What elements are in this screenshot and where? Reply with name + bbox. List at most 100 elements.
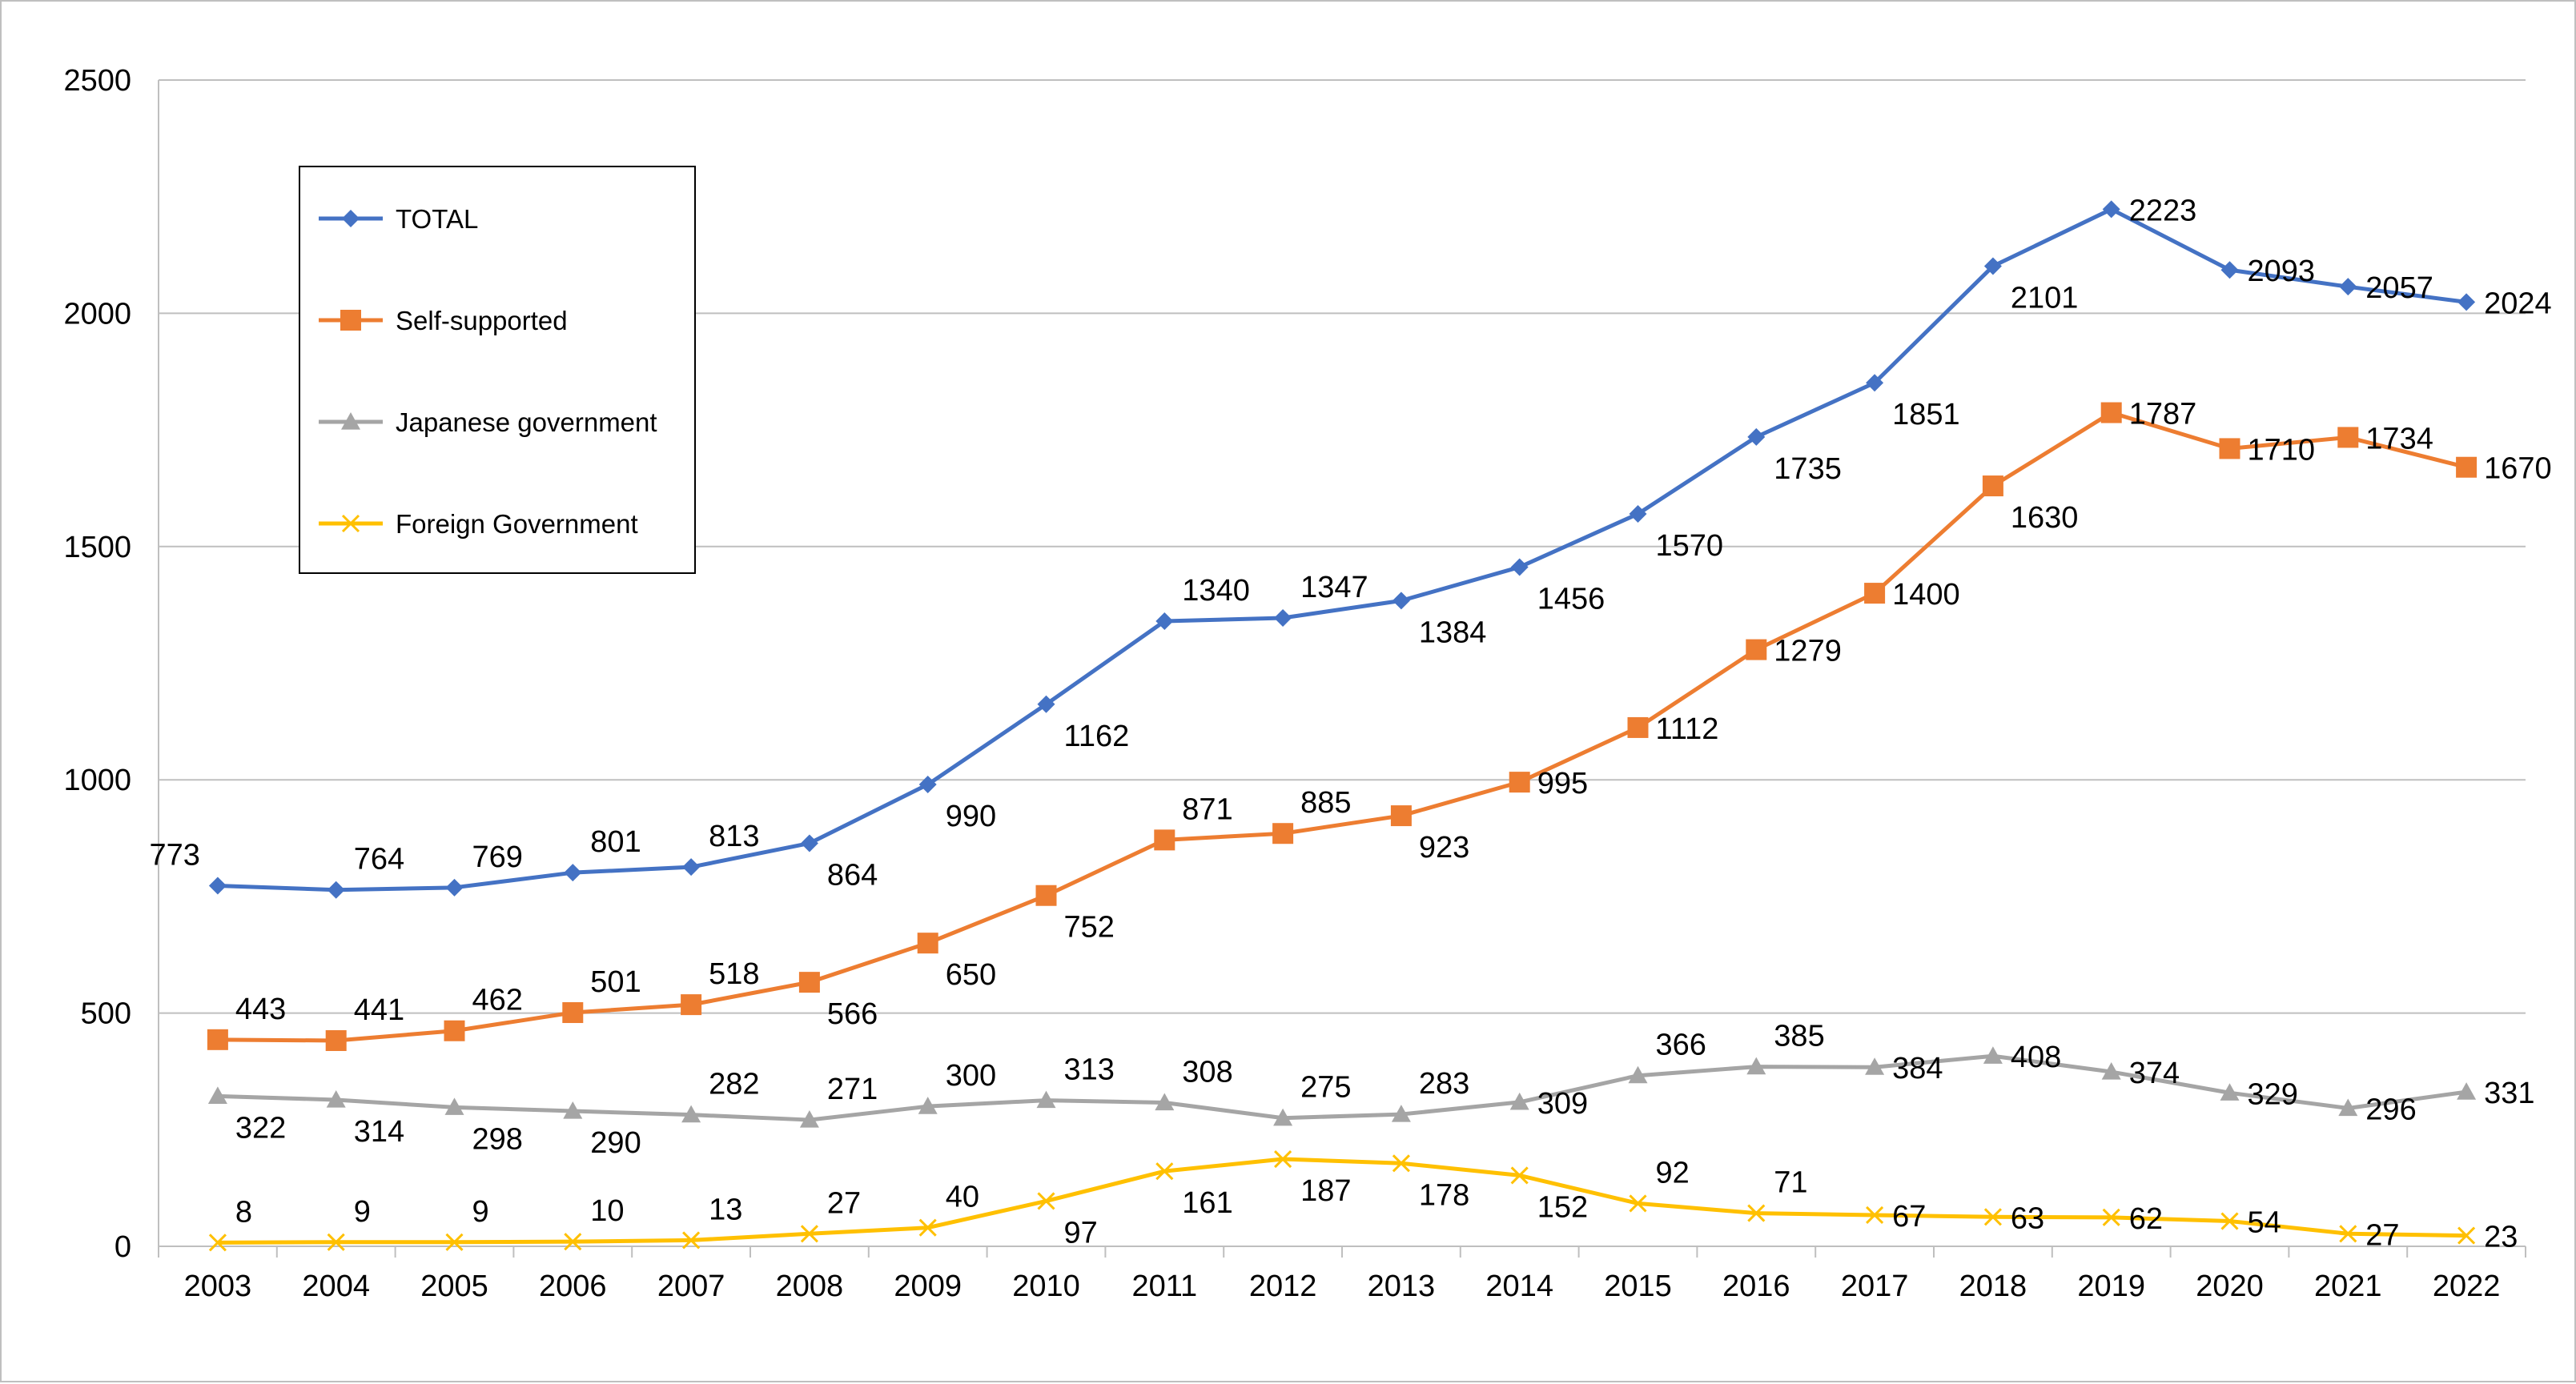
point-marker: [1865, 1057, 1885, 1075]
x-tick-label: 2003: [184, 1270, 252, 1303]
x-tick-label: 2011: [1131, 1270, 1197, 1303]
data-label: 885: [1300, 786, 1351, 820]
data-label: 518: [709, 957, 759, 991]
data-label: 566: [827, 997, 878, 1031]
x-tick-label: 2012: [1249, 1270, 1317, 1303]
data-label: 54: [2248, 1206, 2281, 1240]
point-marker: [1272, 823, 1294, 844]
marker-stroke: [1747, 1204, 1766, 1222]
data-label: 9: [472, 1195, 489, 1229]
axes: 0 500 1000 1500 2000 2500 2003 2004 2005 2006 2007…: [63, 64, 2526, 1303]
data-label: 1570: [1656, 529, 1724, 563]
point-marker: [1273, 1108, 1293, 1126]
point-marker: [1629, 505, 1647, 524]
data-label: 161: [1182, 1186, 1232, 1220]
point-marker: [1982, 475, 2003, 497]
point-marker: [918, 776, 937, 794]
marker-stroke: [341, 514, 360, 533]
marker-stroke: [2102, 1208, 2120, 1226]
marker-stroke: [2220, 1212, 2239, 1230]
data-label: 283: [1419, 1067, 1469, 1101]
data-label: 1710: [2248, 433, 2316, 467]
point-marker: [1155, 612, 1174, 631]
point-marker: [682, 858, 701, 877]
point-marker: [1392, 1154, 1410, 1173]
data-label: 871: [1182, 792, 1232, 826]
data-label: 97: [1064, 1216, 1098, 1250]
point-marker: [800, 1225, 818, 1243]
data-label: 385: [1774, 1020, 1824, 1053]
point-marker: [1746, 1057, 1766, 1075]
x-tick-label: 2005: [420, 1270, 488, 1303]
x-tick-label: 2019: [2077, 1270, 2145, 1303]
series-japanese-government: [207, 1046, 2477, 1128]
data-label: 1734: [2365, 422, 2433, 455]
x-tick-label: 2020: [2196, 1270, 2264, 1303]
data-label: 63: [2011, 1201, 2044, 1235]
point-marker: [445, 1233, 464, 1251]
series-lines: [207, 200, 2478, 1252]
data-label: 9: [354, 1195, 371, 1229]
point-marker: [207, 1029, 228, 1050]
point-marker: [563, 1101, 583, 1119]
point-marker: [2338, 1098, 2358, 1117]
x-tick-label: 2018: [1959, 1270, 2027, 1303]
point-marker: [1747, 1204, 1766, 1222]
point-marker: [1747, 427, 1766, 446]
series-line: [217, 411, 2467, 1043]
marker-stroke: [327, 1233, 345, 1251]
point-marker: [1391, 1105, 1411, 1122]
point-marker: [1866, 1205, 1884, 1225]
data-label: 864: [827, 858, 878, 892]
marker-stroke: [1510, 1166, 1529, 1185]
point-marker: [444, 1020, 465, 1041]
data-label: 290: [590, 1126, 641, 1160]
point-marker: [1390, 805, 1412, 827]
legend-entry: TOTAL: [319, 204, 478, 234]
point-marker: [327, 1233, 345, 1251]
point-marker: [681, 994, 702, 1016]
data-label: 1279: [1774, 635, 1842, 668]
data-label: 331: [2484, 1077, 2534, 1110]
marker-stroke: [1629, 1194, 1647, 1213]
data-label: 366: [1656, 1029, 1706, 1062]
x-tick-label: 2010: [1012, 1270, 1080, 1303]
point-marker: [799, 1110, 819, 1128]
data-label: 923: [1419, 831, 1469, 864]
data-label: 27: [2365, 1218, 2399, 1252]
point-marker: [1629, 1194, 1647, 1213]
point-marker: [1274, 608, 1292, 627]
x-tick-label: 2009: [894, 1270, 962, 1303]
data-label: 309: [1537, 1087, 1588, 1121]
data-label: 313: [1064, 1053, 1115, 1087]
marker-stroke: [2457, 1226, 2476, 1245]
marker-stroke: [1983, 1208, 2002, 1226]
series-line: [217, 1157, 2467, 1245]
x-tick-label: 2015: [1604, 1270, 1672, 1303]
point-marker: [208, 1234, 227, 1252]
x-tick-label: 2017: [1841, 1270, 1909, 1303]
y-tick-label: 1000: [63, 764, 131, 797]
data-label: 1112: [1656, 712, 1719, 746]
data-label: 801: [590, 825, 641, 859]
point-marker: [917, 933, 938, 954]
point-marker: [1983, 1208, 2002, 1226]
x-tick-label: 2013: [1368, 1270, 1436, 1303]
point-marker: [2102, 200, 2120, 219]
point-marker: [1154, 829, 1175, 851]
data-label: 10: [590, 1194, 624, 1228]
point-marker: [1274, 1149, 1292, 1169]
point-marker: [2339, 278, 2357, 296]
marker-stroke: [208, 1234, 227, 1252]
data-label: 308: [1182, 1055, 1232, 1089]
point-marker: [1509, 1092, 1529, 1110]
data-label: 2223: [2129, 194, 2197, 227]
series-total: [208, 200, 2476, 899]
data-label: 13: [709, 1193, 742, 1226]
point-marker: [2220, 1083, 2240, 1101]
point-marker: [2339, 1225, 2357, 1243]
legend-label: Japanese government: [396, 407, 657, 437]
legend-label: Foreign Government: [396, 509, 638, 539]
point-marker: [1627, 716, 1649, 738]
